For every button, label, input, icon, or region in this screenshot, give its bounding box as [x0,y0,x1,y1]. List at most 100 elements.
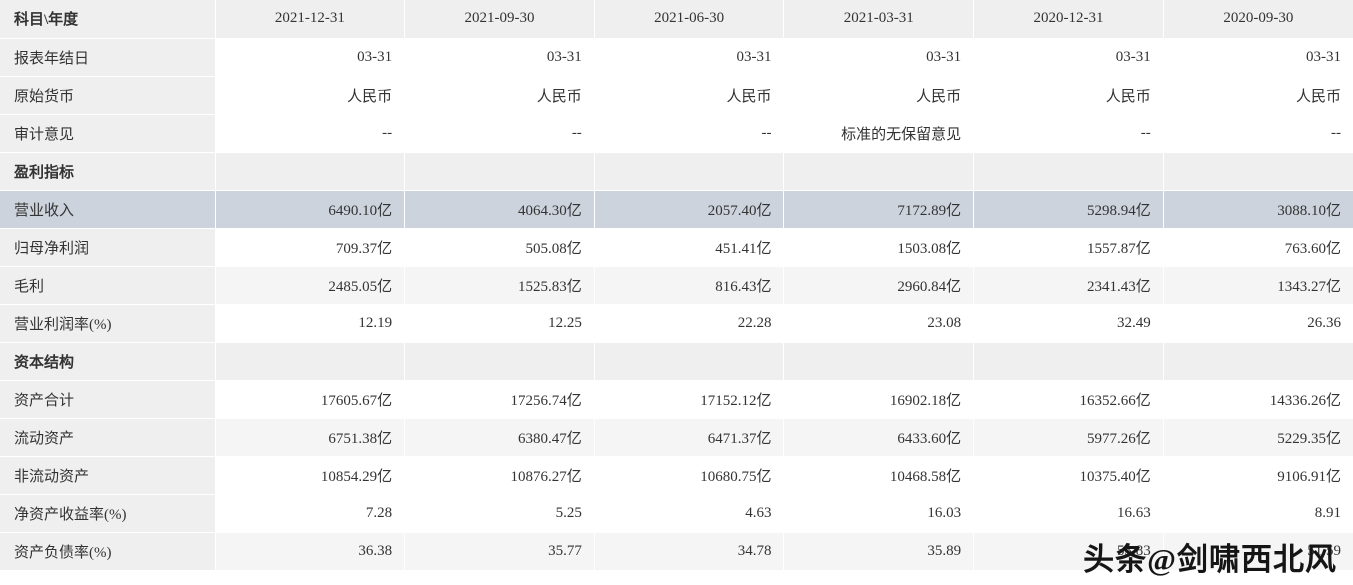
cell-value: 505.08亿 [404,228,595,267]
cell-value: 5977.26亿 [973,418,1164,457]
row-label: 流动资产 [0,418,216,457]
cell-value: 1343.27亿 [1163,266,1353,305]
cell-value: 5298.94亿 [973,190,1164,229]
cell-value: 6490.10亿 [215,190,406,229]
cell-value: 03-31 [404,38,595,77]
cell-value: 5.25 [404,494,595,533]
row-label: 资产负债率(%) [0,532,216,571]
financial-table: 科目\年度 2021-12-31 2021-09-30 2021-06-30 2021-… [0,0,1353,571]
cell-value [1163,342,1353,381]
cell-value [783,342,975,381]
cell-value: 人民币 [973,76,1164,115]
cell-value: 35.89 [783,532,975,571]
cell-value: 人民币 [783,76,975,115]
cell-value: 7.28 [215,494,406,533]
cell-value: 709.37亿 [215,228,406,267]
table-row[interactable]: 营业收入 6490.10亿 4064.30亿 2057.40亿 7172.89亿 5298… [0,190,1353,229]
cell-value: 10680.75亿 [594,456,785,495]
cell-value: -- [1163,114,1353,153]
table-row[interactable]: 原始货币 人民币 人民币 人民币 人民币 人民币 人民币 [0,76,1353,115]
row-label: 原始货币 [0,76,216,115]
column-header-2021-03-31: 2021-03-31 [783,0,975,39]
table-row[interactable]: 净资产收益率(%) 7.28 5.25 4.63 16.03 16.63 8.91 [0,494,1353,533]
cell-value: 人民币 [404,76,595,115]
row-label: 报表年结日 [0,38,216,77]
cell-value: -- [973,114,1164,153]
row-label: 归母净利润 [0,228,216,267]
cell-value: 03-31 [973,38,1164,77]
cell-value: 4.63 [594,494,785,533]
table-row[interactable]: 归母净利润 709.37亿 505.08亿 451.41亿 1503.08亿 1557.8… [0,228,1353,267]
cell-value: 36.38 [215,532,406,571]
cell-value: 17605.67亿 [215,380,406,419]
table-row[interactable]: 资产负债率(%) 36.38 35.77 34.78 35.89 53.83 51.59 [0,532,1353,571]
cell-value: 34.78 [594,532,785,571]
section-row: 资本结构 [0,342,1353,381]
row-label: 非流动资产 [0,456,216,495]
cell-value: 35.77 [404,532,595,571]
cell-value: 6433.60亿 [783,418,975,457]
cell-value: 26.36 [1163,304,1353,343]
cell-value [404,152,595,191]
table-row[interactable]: 报表年结日 03-31 03-31 03-31 03-31 03-31 03-31 [0,38,1353,77]
column-header-2021-09-30: 2021-09-30 [404,0,595,39]
cell-value: 人民币 [1163,76,1353,115]
cell-value [594,152,785,191]
table-row[interactable]: 毛利 2485.05亿 1525.83亿 816.43亿 2960.84亿 2341.43… [0,266,1353,305]
cell-value: 2341.43亿 [973,266,1164,305]
table-row[interactable]: 流动资产 6751.38亿 6380.47亿 6471.37亿 6433.60亿 5977… [0,418,1353,457]
cell-value [215,152,406,191]
cell-value: 03-31 [1163,38,1353,77]
row-label: 营业利润率(%) [0,304,216,343]
cell-value: 6471.37亿 [594,418,785,457]
cell-value: 16.03 [783,494,975,533]
row-label: 审计意见 [0,114,216,153]
cell-value: 10375.40亿 [973,456,1164,495]
cell-value: 标准的无保留意见 [783,114,975,153]
cell-value: 51.59 [1163,532,1353,571]
section-row: 盈利指标 [0,152,1353,191]
table-row[interactable]: 非流动资产 10854.29亿 10876.27亿 10680.75亿 10468.58… [0,456,1353,495]
column-header-2020-12-31: 2020-12-31 [973,0,1164,39]
corner-header: 科目\年度 [0,0,216,39]
cell-value: 3088.10亿 [1163,190,1353,229]
cell-value: 6751.38亿 [215,418,406,457]
cell-value: 53.83 [973,532,1164,571]
cell-value [594,342,785,381]
cell-value: 16352.66亿 [973,380,1164,419]
cell-value: 8.91 [1163,494,1353,533]
cell-value: 9106.91亿 [1163,456,1353,495]
cell-value: 23.08 [783,304,975,343]
cell-value: 451.41亿 [594,228,785,267]
cell-value [973,152,1164,191]
cell-value: 17256.74亿 [404,380,595,419]
row-label: 营业收入 [0,190,216,229]
table-row[interactable]: 营业利润率(%) 12.19 12.25 22.28 23.08 32.49 26.36 [0,304,1353,343]
cell-value: 1525.83亿 [404,266,595,305]
cell-value: 2485.05亿 [215,266,406,305]
cell-value: 10468.58亿 [783,456,975,495]
cell-value: 2960.84亿 [783,266,975,305]
cell-value: 人民币 [594,76,785,115]
cell-value: 16902.18亿 [783,380,975,419]
cell-value: 16.63 [973,494,1164,533]
cell-value: 03-31 [783,38,975,77]
cell-value: 4064.30亿 [404,190,595,229]
cell-value: 1557.87亿 [973,228,1164,267]
cell-value: 03-31 [215,38,406,77]
table-row[interactable]: 资产合计 17605.67亿 17256.74亿 17152.12亿 16902.18亿… [0,380,1353,419]
cell-value: 14336.26亿 [1163,380,1353,419]
cell-value: -- [404,114,595,153]
cell-value: 1503.08亿 [783,228,975,267]
cell-value [783,152,975,191]
cell-value: 03-31 [594,38,785,77]
row-label: 净资产收益率(%) [0,494,216,533]
row-label: 毛利 [0,266,216,305]
cell-value [1163,152,1353,191]
cell-value: 17152.12亿 [594,380,785,419]
row-label: 盈利指标 [0,152,216,191]
column-header-2020-09-30: 2020-09-30 [1163,0,1353,39]
table-row[interactable]: 审计意见 -- -- -- 标准的无保留意见 -- -- [0,114,1353,153]
row-label: 资产合计 [0,380,216,419]
